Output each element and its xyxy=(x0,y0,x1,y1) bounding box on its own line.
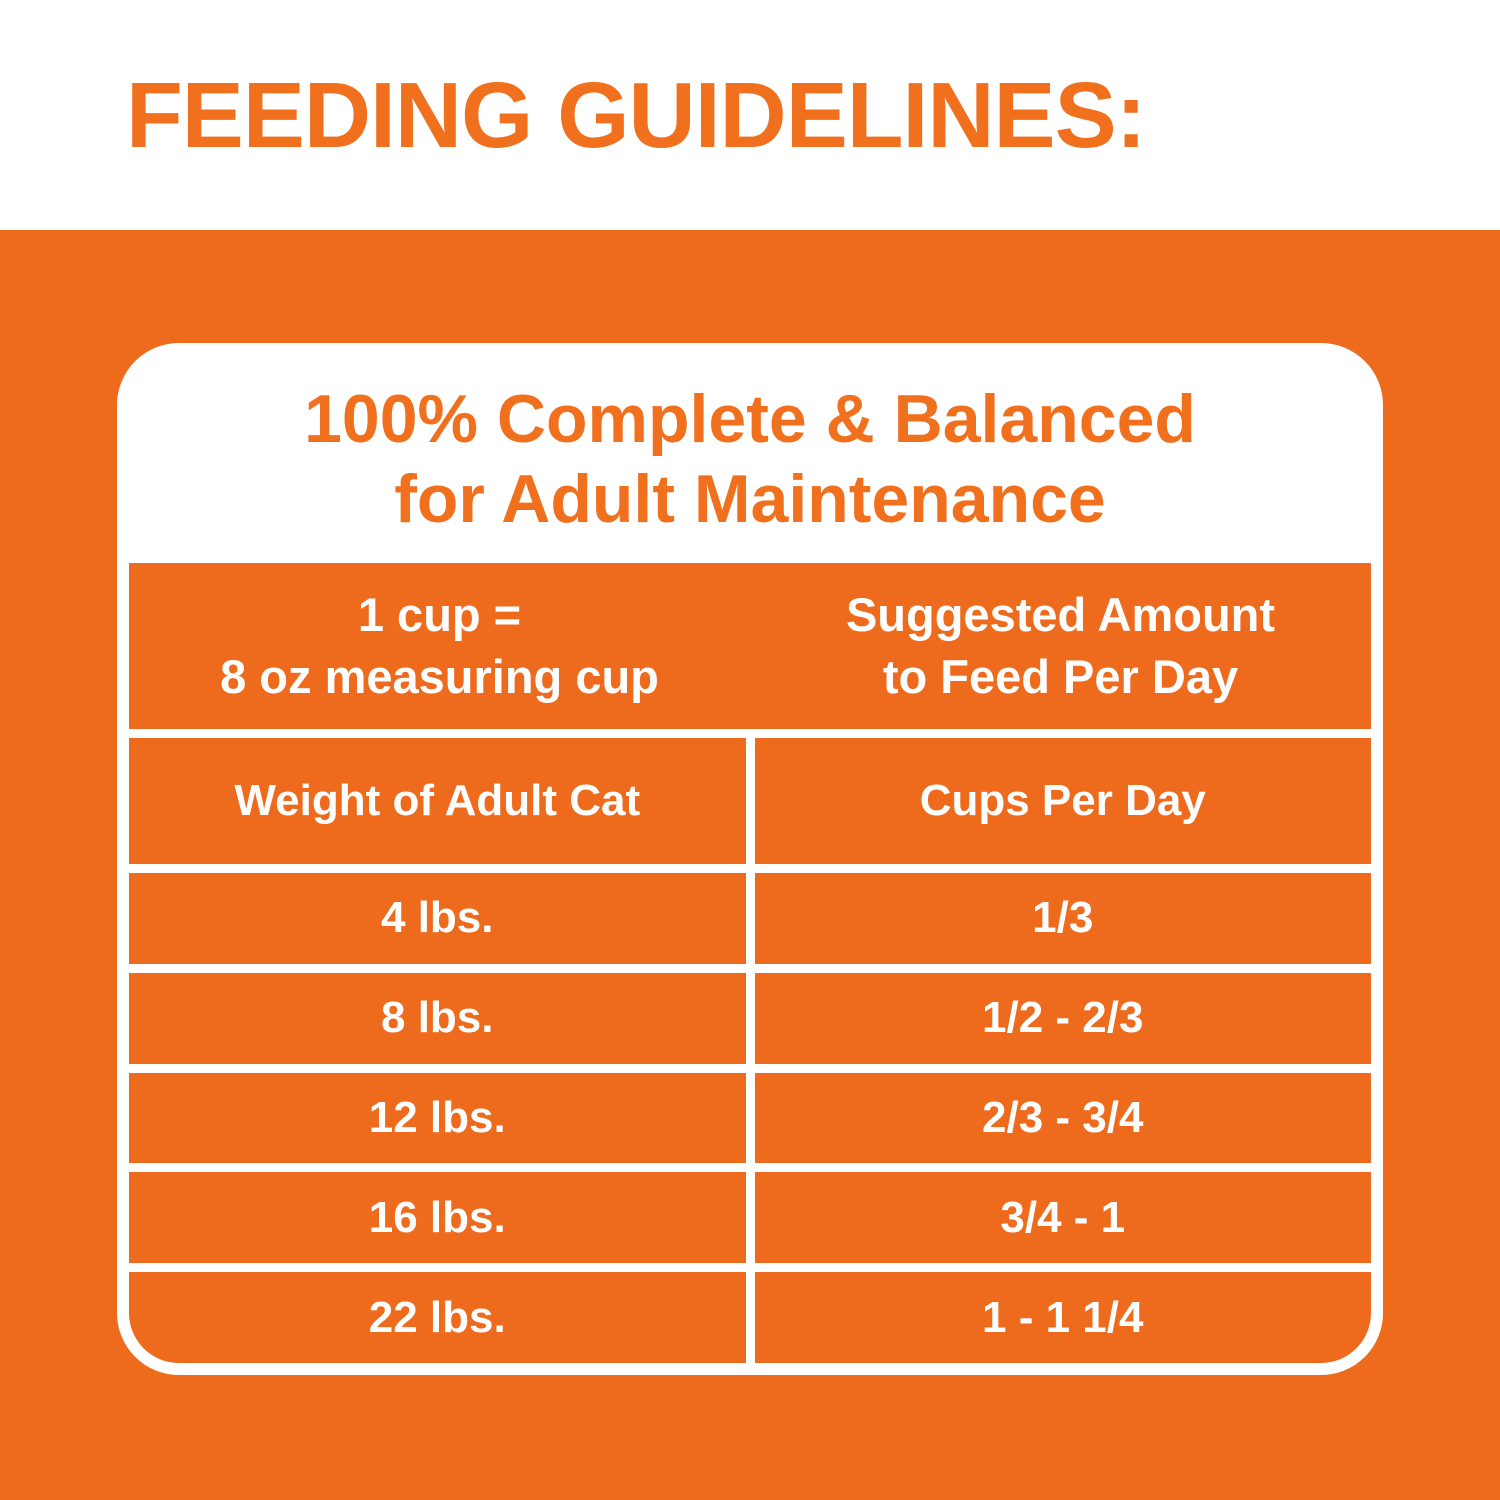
table-row: 4 lbs. 1/3 xyxy=(129,873,1371,964)
top-band: FEEDING GUIDELINES: xyxy=(0,0,1500,230)
column-header-cups: Cups Per Day xyxy=(754,738,1371,864)
card-title: 100% Complete & Balanced for Adult Maint… xyxy=(129,355,1371,563)
card-title-line2: for Adult Maintenance xyxy=(394,461,1106,537)
cups-cell: 1/3 xyxy=(754,873,1371,964)
table-intro-row: 1 cup = 8 oz measuring cup Suggested Amo… xyxy=(129,563,1371,729)
table-row: 8 lbs. 1/2 - 2/3 xyxy=(129,972,1371,1064)
cups-cell: 1/2 - 2/3 xyxy=(754,972,1371,1064)
table-row: 16 lbs. 3/4 - 1 xyxy=(129,1172,1371,1264)
weight-cell: 8 lbs. xyxy=(129,972,746,1064)
suggested-amount-line1: Suggested Amount xyxy=(845,587,1276,641)
cups-cell: 2/3 - 3/4 xyxy=(754,1072,1371,1164)
cup-definition-line1: 1 cup = xyxy=(357,587,522,641)
orange-background: 100% Complete & Balanced for Adult Maint… xyxy=(0,230,1500,1500)
feeding-card: 100% Complete & Balanced for Adult Maint… xyxy=(117,343,1383,1375)
card-title-line1: 100% Complete & Balanced xyxy=(304,380,1196,457)
table-row: 22 lbs. 1 - 1 1/4 xyxy=(129,1272,1371,1363)
weight-cell: 4 lbs. xyxy=(129,873,746,964)
suggested-amount-cell: Suggested Amount to Feed Per Day xyxy=(750,563,1371,729)
weight-cell: 22 lbs. xyxy=(129,1272,746,1363)
cups-cell: 1 - 1 1/4 xyxy=(754,1272,1371,1363)
page-title: FEEDING GUIDELINES: xyxy=(126,62,1147,167)
column-header-weight: Weight of Adult Cat xyxy=(129,738,746,864)
cup-definition-line2: 8 oz measuring cup xyxy=(220,650,659,703)
table-row: 12 lbs. 2/3 - 3/4 xyxy=(129,1072,1371,1164)
weight-cell: 12 lbs. xyxy=(129,1072,746,1164)
feeding-table: 1 cup = 8 oz measuring cup Suggested Amo… xyxy=(129,563,1371,1363)
weight-cell: 16 lbs. xyxy=(129,1172,746,1264)
cups-cell: 3/4 - 1 xyxy=(754,1172,1371,1264)
column-header-row: Weight of Adult Cat Cups Per Day xyxy=(129,738,1371,864)
cup-definition-cell: 1 cup = 8 oz measuring cup xyxy=(129,563,750,729)
suggested-amount-line2: to Feed Per Day xyxy=(882,650,1239,703)
